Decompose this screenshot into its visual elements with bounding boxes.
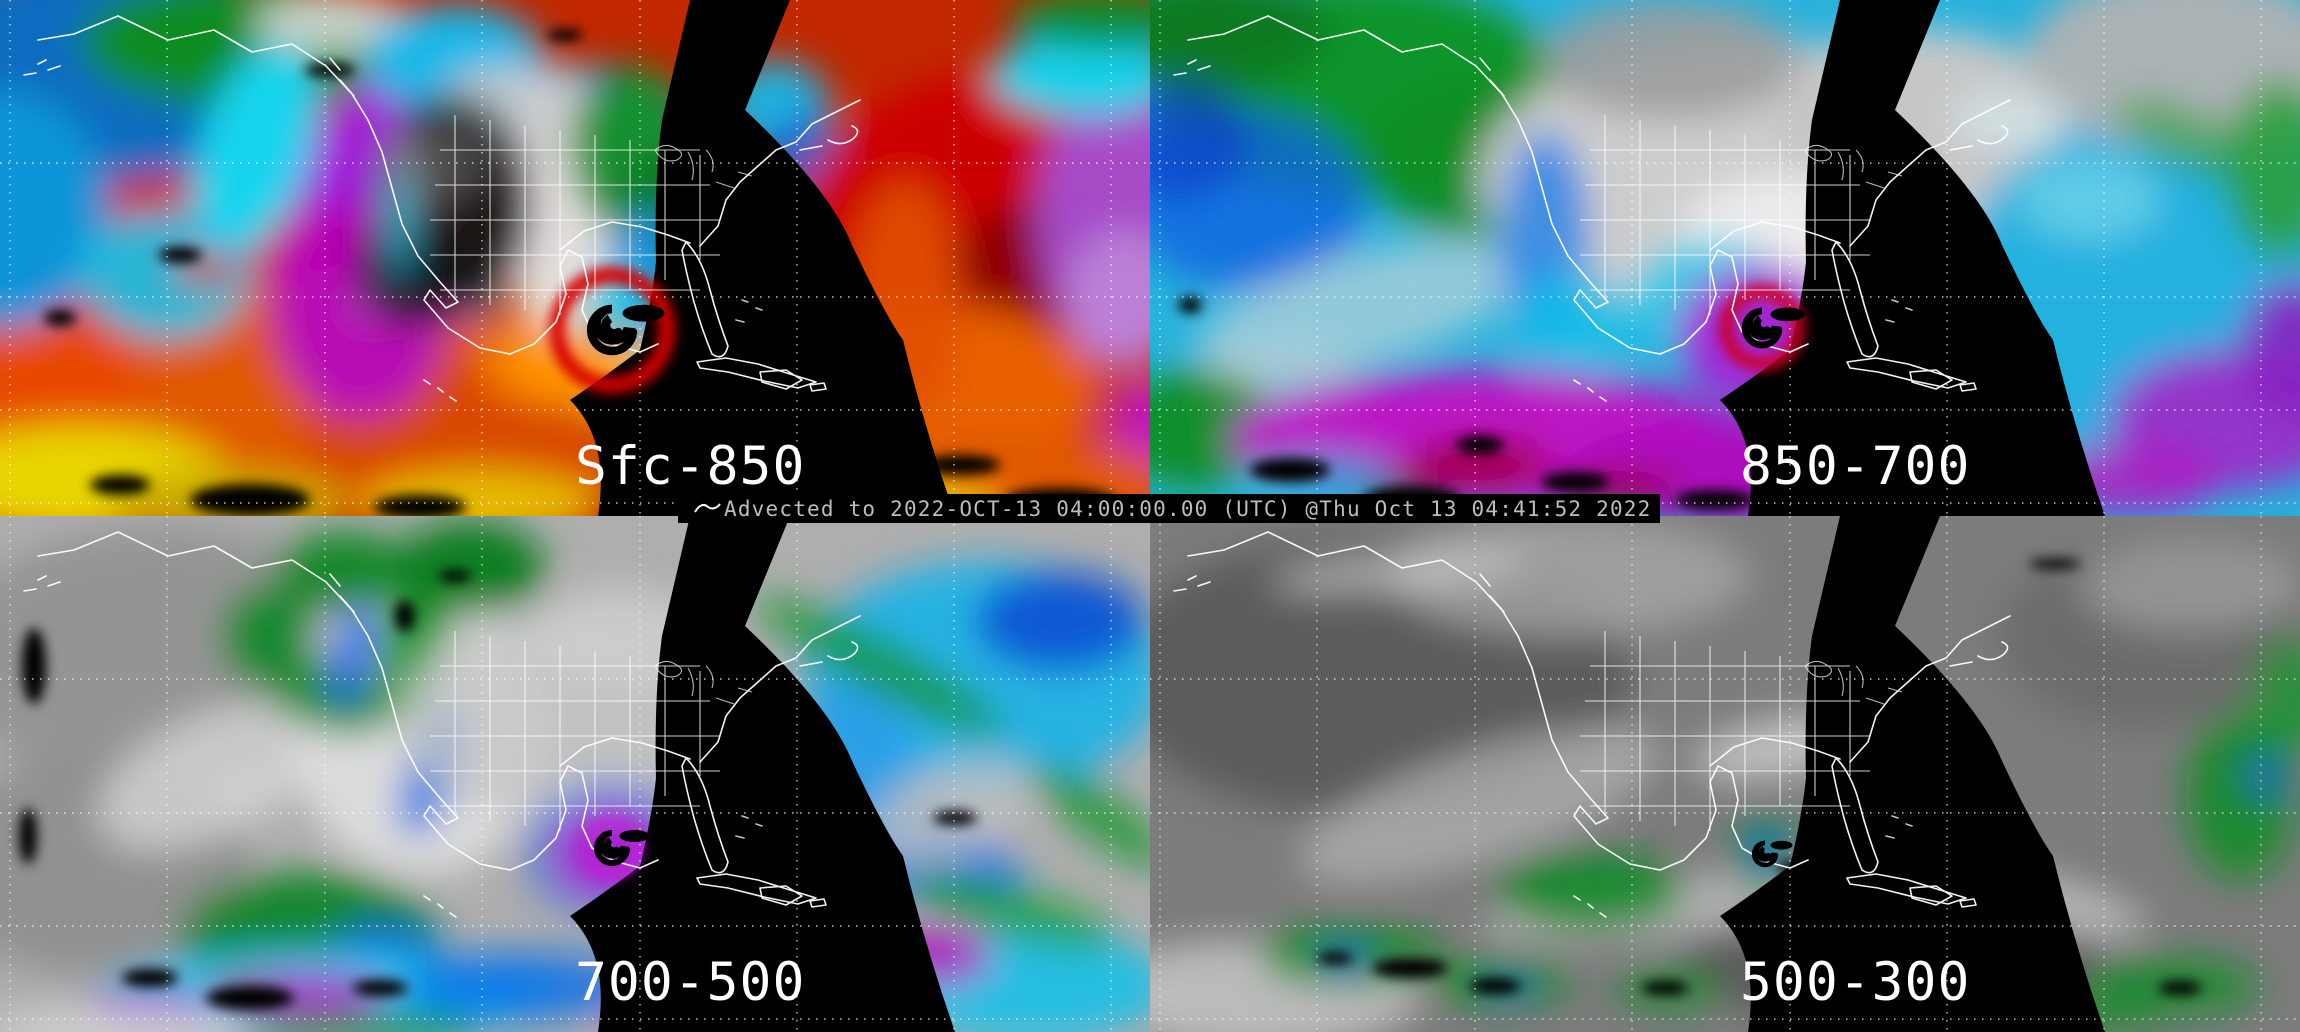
panel-sfc-850: Sfc-850 [0, 0, 1150, 516]
cloud-gaps [19, 570, 977, 1010]
panel-label-500-300: 500-300 [1740, 952, 1970, 1013]
coastline-fragment [694, 503, 721, 513]
panel-500-300: 500-300 [1150, 516, 2300, 1032]
timestamp-text: Advected to 2022-OCT-13 04:00:00.00 (UTC… [724, 497, 1652, 521]
hurricane-ring [1719, 285, 1805, 371]
panel-850-700: 850-700 [1150, 0, 2300, 516]
panel-label-sfc-850: Sfc-850 [575, 436, 805, 497]
timestamp-banner-background [678, 494, 1660, 523]
hurricane-ring [582, 818, 642, 878]
panel-label-850-700: 850-700 [1740, 436, 1970, 497]
panel-label-700-500: 700-500 [575, 952, 805, 1013]
timestamp-banner: Advected to 2022-OCT-13 04:00:00.00 (UTC… [678, 494, 1660, 523]
moisture-color-field [1150, 0, 2300, 516]
hurricane-ring [549, 267, 675, 393]
moisture-color-field [0, 520, 1150, 1032]
panel-700-500: 700-500 [0, 516, 1150, 1032]
